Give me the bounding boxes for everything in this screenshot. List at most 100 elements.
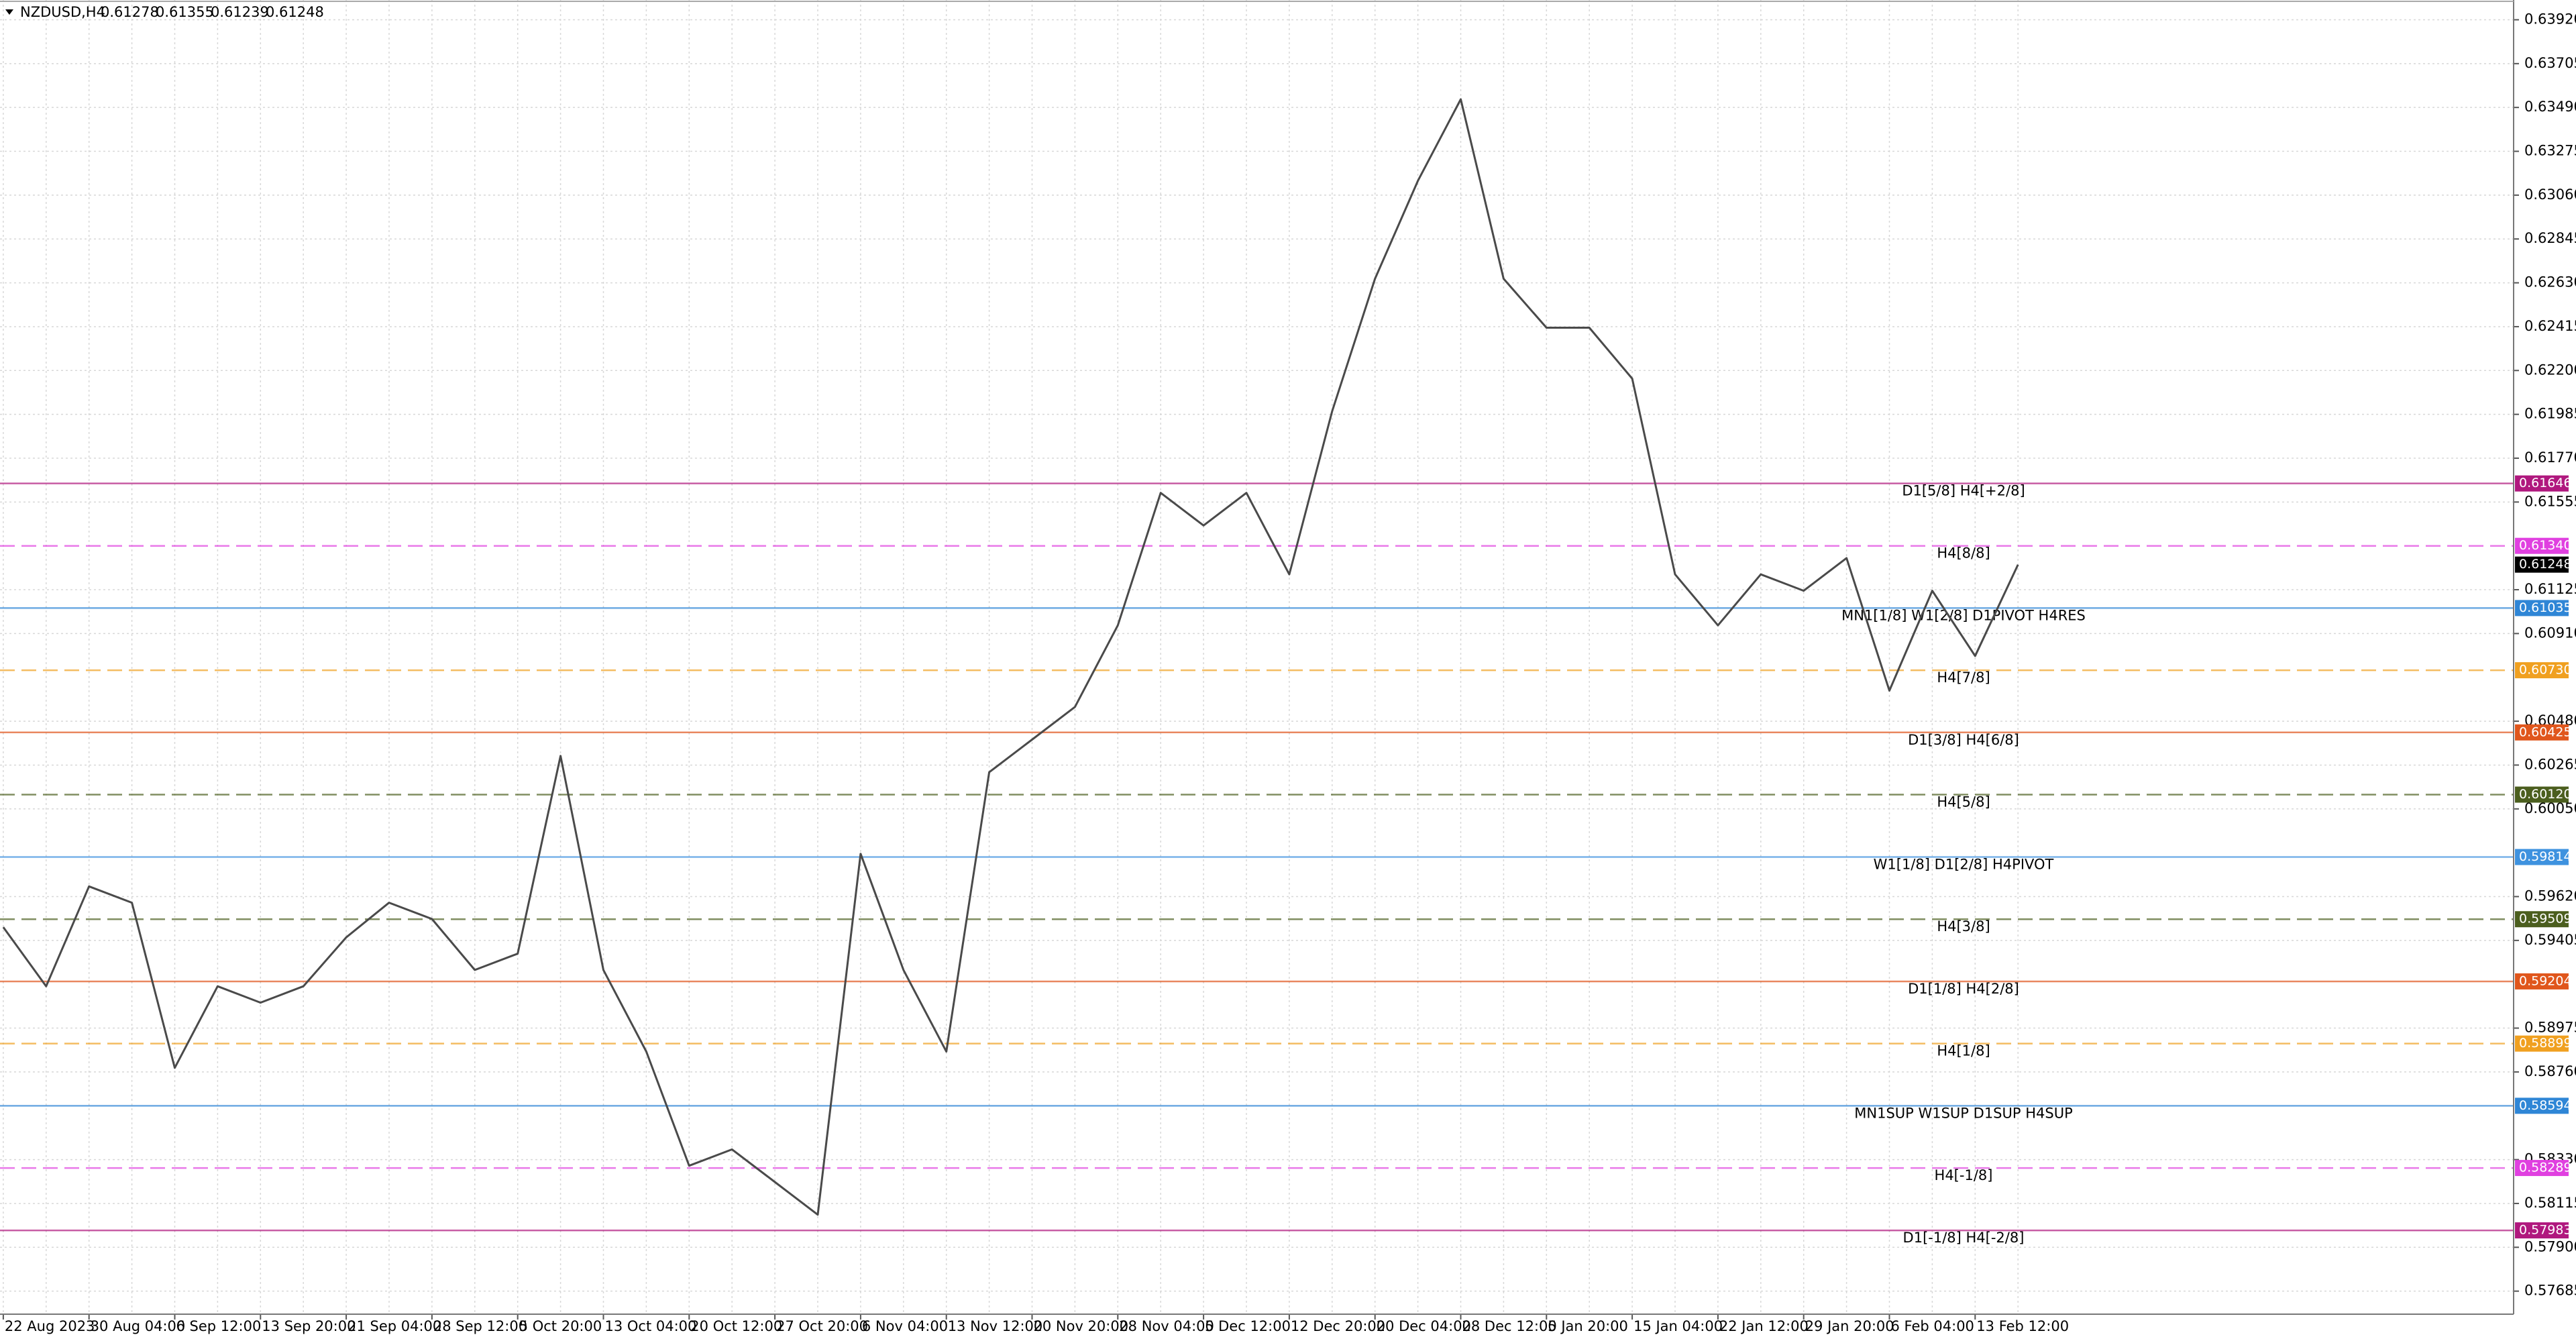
last-price-label: 0.61248	[2519, 557, 2572, 572]
y-tick-label: 0.58975	[2524, 1020, 2576, 1036]
level-price-label: 0.60730	[2519, 663, 2572, 678]
level-price-label: 0.60120	[2519, 787, 2572, 802]
x-tick-label: 28 Sep 12:00	[433, 1318, 527, 1334]
x-tick-label: 28 Dec 12:00	[1462, 1318, 1557, 1334]
price-line	[2, 98, 2019, 1216]
x-tick-label: 22 Aug 2023	[5, 1318, 95, 1334]
level-price-tag	[2515, 662, 2569, 679]
level-price-tag	[2515, 849, 2569, 865]
high: 0.61355	[156, 4, 214, 20]
y-tick-label: 0.62415	[2524, 318, 2576, 334]
level-price-tag	[2515, 911, 2569, 928]
level-price-label: 0.57983	[2519, 1223, 2572, 1238]
x-tick-label: 5 Dec 12:00	[1205, 1318, 1291, 1334]
x-tick-label: 6 Nov 04:00	[862, 1318, 948, 1334]
x-tick-label: 20 Nov 20:00	[1034, 1318, 1129, 1334]
x-tick-label: 29 Jan 20:00	[1805, 1318, 1894, 1334]
level-price-label: 0.58594	[2519, 1098, 2572, 1113]
level-price-label: 0.60425	[2519, 725, 2572, 739]
x-tick-label: 21 Sep 04:00	[347, 1318, 441, 1334]
level-price-tag	[2515, 1035, 2569, 1052]
x-tick-label: 12 Dec 20:00	[1291, 1318, 1385, 1334]
level-price-tag	[2515, 1222, 2569, 1239]
level-price-tag	[2515, 1160, 2569, 1177]
level-label: H4[-1/8]	[1935, 1167, 1993, 1183]
open: 0.61278	[101, 4, 159, 20]
level-price-tag	[2515, 600, 2569, 617]
level-label: H4[1/8]	[1937, 1043, 1990, 1059]
y-tick-label: 0.61985	[2524, 406, 2576, 422]
x-tick-label: 5 Oct 20:00	[519, 1318, 602, 1334]
level-price-tag	[2515, 537, 2569, 554]
x-tick-label: 20 Oct 12:00	[690, 1318, 782, 1334]
level-price-label: 0.61646	[2519, 476, 2572, 490]
level-label: D1[-1/8] H4[-2/8]	[1903, 1230, 2025, 1246]
level-label: D1[3/8] H4[6/8]	[1908, 732, 2019, 748]
y-tick-label: 0.61125	[2524, 581, 2576, 597]
price-series	[2, 98, 2019, 1216]
x-tick-label: 13 Oct 04:00	[605, 1318, 697, 1334]
y-tick-label: 0.58115	[2524, 1195, 2576, 1211]
level-label: H4[5/8]	[1937, 794, 1990, 810]
level-price-label: 0.61340	[2519, 538, 2572, 553]
level-price-tag	[2515, 973, 2569, 989]
level-price-label: 0.61035	[2519, 600, 2572, 615]
level-price-label: 0.59509	[2519, 912, 2572, 926]
y-tick-label: 0.59405	[2524, 932, 2576, 948]
level-label: MN1[1/8] W1[2/8] D1PIVOT H4RES	[1841, 607, 2086, 623]
y-tick-label: 0.63275	[2524, 143, 2576, 159]
y-tick-label: 0.62845	[2524, 230, 2576, 246]
level-label: D1[5/8] H4[+2/8]	[1902, 483, 2025, 499]
x-tick-label: 30 Aug 04:00	[91, 1318, 186, 1334]
y-tick-label: 0.61555	[2524, 493, 2576, 509]
level-label: H4[3/8]	[1937, 918, 1990, 934]
grid	[0, 0, 2514, 1314]
x-tick-label: 6 Feb 04:00	[1891, 1318, 1974, 1334]
x-tick-label: 5 Jan 20:00	[1548, 1318, 1628, 1334]
level-label: H4[7/8]	[1937, 670, 1990, 686]
x-tick-label: 22 Jan 12:00	[1719, 1318, 1809, 1334]
symbol: NZDUSD,H4	[20, 4, 105, 20]
levels: D1[5/8] H4[+2/8] H4[8/8] MN1[1/8] W1[2/8] …	[0, 482, 2514, 1246]
dropdown-icon[interactable]	[5, 9, 13, 15]
y-tick-label: 0.63705	[2524, 55, 2576, 71]
level-price-tag	[2515, 786, 2569, 803]
x-tick-label: 20 Dec 04:00	[1377, 1318, 1471, 1334]
low: 0.61239	[211, 4, 269, 20]
y-tick-label: 0.57685	[2524, 1283, 2576, 1299]
header: NZDUSD,H4 0.61278 0.61355 0.61239 0.6124…	[20, 4, 324, 20]
level-price-label: 0.59204	[2519, 973, 2572, 988]
x-tick-label: 6 Sep 12:00	[176, 1318, 262, 1334]
level-price-tag	[2515, 1097, 2569, 1114]
level-label: MN1SUP W1SUP D1SUP H4SUP	[1854, 1105, 2072, 1121]
level-price-label: 0.58899	[2519, 1036, 2572, 1051]
x-tick-label: 13 Feb 12:00	[1976, 1318, 2069, 1334]
level-price-label: 0.58289	[2519, 1161, 2572, 1175]
x-tick-label: 13 Sep 20:00	[262, 1318, 356, 1334]
level-label: H4[8/8]	[1937, 545, 1990, 561]
level-label: D1[1/8] H4[2/8]	[1908, 981, 2019, 997]
level-price-label: 0.59814	[2519, 849, 2572, 864]
level-price-tag	[2515, 724, 2569, 741]
last-price-tag	[2515, 556, 2569, 573]
level-price-tag	[2515, 475, 2569, 492]
x-tick-label: 15 Jan 04:00	[1633, 1318, 1723, 1334]
y-tick-label: 0.60265	[2524, 756, 2576, 772]
x-tick-label: 28 Nov 04:00	[1119, 1318, 1214, 1334]
close: 0.61248	[266, 4, 324, 20]
level-label: W1[1/8] D1[2/8] H4PIVOT	[1874, 857, 2054, 873]
